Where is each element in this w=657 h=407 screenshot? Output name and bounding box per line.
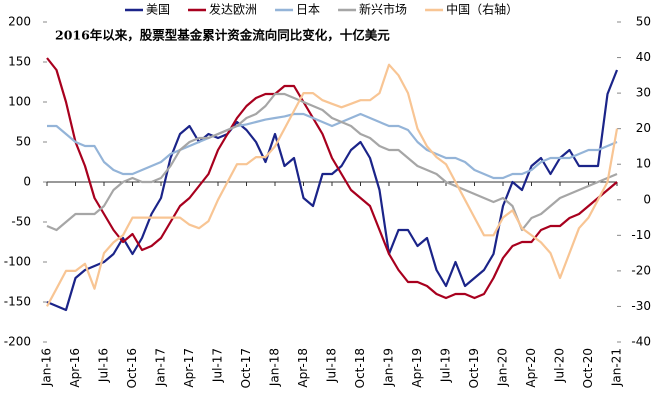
annotation: 2016年以来，股票型基金累计资金流向同比变化，十亿美元: [55, 28, 390, 43]
x-tick-label: Jan-18: [268, 348, 282, 387]
y-tick-label: -200: [4, 335, 31, 349]
y-tick-label: -50: [11, 215, 31, 229]
x-tick-label: Oct-16: [125, 348, 139, 388]
legend-label: 中国（右轴）: [446, 2, 518, 17]
x-tick-label: Oct-18: [353, 348, 367, 388]
y2-tick-label: 10: [636, 157, 651, 171]
x-tick-label: Jan-20: [496, 348, 510, 387]
series-line: [46, 69, 619, 312]
y2-tick-label: 50: [636, 15, 651, 29]
y2-tick-label: 40: [636, 50, 651, 64]
x-tick-label: Jul-18: [325, 348, 339, 383]
y2-tick-label: -20: [631, 263, 651, 277]
y-tick-label: -100: [4, 255, 31, 269]
y2-tick-label: 0: [643, 192, 651, 206]
y2-tick-label: 30: [636, 86, 651, 100]
x-tick-label: Oct-19: [467, 348, 481, 388]
x-tick-label: Jul-19: [439, 348, 453, 383]
x-tick-label: Apr-19: [410, 348, 424, 388]
legend-label: 新兴市场: [359, 2, 407, 17]
x-tick-label: Oct-17: [239, 348, 253, 388]
series-line: [46, 57, 618, 300]
legend-label: 美国: [146, 3, 170, 17]
x-tick-label: Apr-16: [68, 348, 82, 388]
x-tick-label: Apr-17: [182, 348, 196, 388]
x-tick-label: Jul-16: [97, 348, 111, 383]
legend-label: 日本: [296, 3, 320, 17]
legend-label: 发达欧洲: [209, 2, 257, 17]
x-tick-label: Jul-20: [553, 348, 567, 383]
y-tick-label: -150: [4, 295, 31, 309]
series-line: [47, 112, 618, 180]
y-tick-label: 150: [8, 55, 31, 69]
y-tick-label: 200: [8, 15, 31, 29]
x-tick-label: Jan-19: [382, 348, 396, 387]
x-tick-label: Jan-17: [154, 348, 168, 387]
x-tick-label: Oct-20: [581, 348, 595, 388]
y-tick-label: 0: [23, 175, 31, 189]
series-line: [46, 92, 618, 232]
x-tick-label: Apr-20: [524, 348, 538, 388]
x-tick-label: Jul-17: [211, 348, 225, 383]
y2-tick-label: -10: [631, 228, 651, 242]
y2-tick-label: -40: [631, 335, 651, 349]
x-tick-label: Apr-18: [296, 348, 310, 388]
series-line: [46, 63, 619, 307]
y-tick-label: 50: [16, 135, 31, 149]
y-tick-label: 100: [8, 95, 31, 109]
x-tick-label: Jan-21: [610, 348, 624, 387]
x-tick-label: Jan-16: [40, 348, 54, 387]
y2-tick-label: -30: [631, 299, 651, 313]
y2-tick-label: 20: [636, 121, 651, 135]
